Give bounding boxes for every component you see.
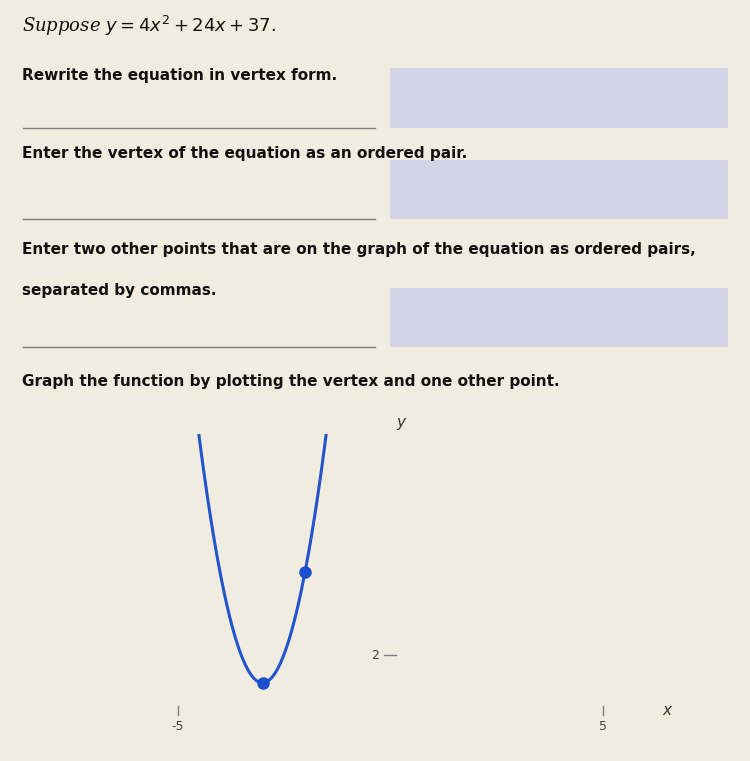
- Text: Enter the vertex of the equation as an ordered pair.: Enter the vertex of the equation as an o…: [22, 146, 468, 161]
- Text: Graph the function by plotting the vertex and one other point.: Graph the function by plotting the verte…: [22, 374, 560, 390]
- Text: x: x: [662, 703, 671, 718]
- Text: Rewrite the equation in vertex form.: Rewrite the equation in vertex form.: [22, 68, 338, 84]
- Text: Enter two other points that are on the graph of the equation as ordered pairs,: Enter two other points that are on the g…: [22, 242, 696, 257]
- FancyBboxPatch shape: [390, 288, 728, 347]
- Text: Suppose $y = 4x^2 + 24x + 37$.: Suppose $y = 4x^2 + 24x + 37$.: [22, 14, 277, 38]
- Text: 2: 2: [371, 648, 380, 661]
- Text: 5: 5: [598, 720, 607, 733]
- Text: separated by commas.: separated by commas.: [22, 283, 217, 298]
- Text: y: y: [397, 415, 406, 430]
- Text: -5: -5: [171, 720, 184, 733]
- FancyBboxPatch shape: [390, 68, 728, 128]
- FancyBboxPatch shape: [390, 160, 728, 219]
